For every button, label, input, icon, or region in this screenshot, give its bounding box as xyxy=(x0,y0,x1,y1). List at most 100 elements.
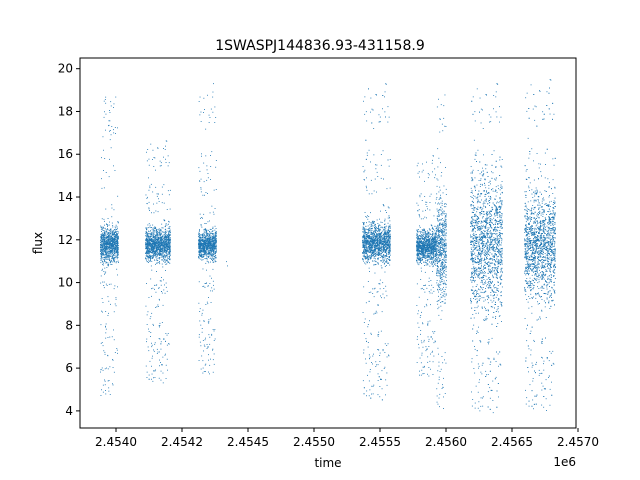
data-point xyxy=(108,256,110,257)
data-point xyxy=(151,344,153,346)
data-point xyxy=(112,256,114,258)
data-point xyxy=(115,248,116,250)
data-point xyxy=(153,250,155,252)
data-point xyxy=(163,254,165,256)
data-point xyxy=(113,239,115,241)
data-point xyxy=(101,246,103,248)
data-point xyxy=(203,256,204,258)
data-point xyxy=(207,237,209,239)
data-point xyxy=(158,246,160,248)
data-point xyxy=(150,259,151,261)
data-point xyxy=(115,298,117,300)
data-point xyxy=(101,187,103,189)
data-point xyxy=(370,237,371,239)
data-point xyxy=(147,243,149,244)
data-point xyxy=(113,339,115,341)
data-point xyxy=(106,242,108,244)
data-point xyxy=(210,244,212,246)
data-point xyxy=(379,243,380,245)
data-point xyxy=(203,242,204,244)
data-point xyxy=(369,235,370,237)
data-point xyxy=(207,250,209,252)
data-point xyxy=(206,252,208,254)
data-point xyxy=(204,252,205,254)
data-point xyxy=(209,232,211,234)
data-point xyxy=(109,238,111,240)
data-point xyxy=(160,250,161,252)
data-point xyxy=(105,229,107,231)
data-point xyxy=(203,242,205,243)
data-point xyxy=(116,244,118,246)
data-point xyxy=(201,253,203,255)
data-point xyxy=(104,237,106,239)
data-point xyxy=(116,348,118,349)
data-point xyxy=(156,249,158,251)
data-point xyxy=(379,246,380,248)
data-point xyxy=(164,246,166,248)
data-point xyxy=(385,244,387,246)
data-point xyxy=(212,260,213,262)
data-point xyxy=(376,252,378,254)
data-point xyxy=(107,252,109,254)
data-point xyxy=(104,267,106,269)
data-point xyxy=(161,202,163,204)
data-point xyxy=(148,244,150,246)
data-point xyxy=(103,254,105,256)
data-point xyxy=(116,237,118,239)
data-point xyxy=(112,226,114,228)
data-point xyxy=(105,233,107,235)
data-point xyxy=(104,233,106,235)
data-point xyxy=(162,243,164,245)
data-point xyxy=(116,241,118,243)
data-point xyxy=(212,111,214,113)
data-point xyxy=(163,237,165,239)
data-point xyxy=(377,241,379,243)
data-point xyxy=(365,263,367,265)
data-point xyxy=(159,160,161,162)
data-point xyxy=(114,226,116,228)
data-point xyxy=(388,236,390,238)
data-point xyxy=(154,240,156,242)
data-point xyxy=(381,241,383,243)
data-point xyxy=(385,233,387,235)
data-point xyxy=(215,231,217,233)
data-point xyxy=(112,242,114,244)
data-point xyxy=(113,234,114,236)
data-point xyxy=(100,255,102,257)
data-point xyxy=(158,257,160,259)
data-point xyxy=(102,245,104,247)
data-point xyxy=(149,243,150,245)
data-point xyxy=(102,229,104,231)
data-point xyxy=(153,242,155,243)
data-point xyxy=(116,231,117,233)
data-point xyxy=(113,236,115,238)
data-point xyxy=(159,261,160,263)
data-point xyxy=(362,239,363,241)
data-point xyxy=(214,246,216,248)
data-point xyxy=(148,158,150,160)
data-point xyxy=(162,255,163,257)
data-point xyxy=(108,255,110,257)
data-point xyxy=(153,350,155,352)
data-point xyxy=(198,239,200,241)
data-point xyxy=(382,240,384,242)
data-point xyxy=(378,243,380,245)
data-point xyxy=(161,239,163,241)
data-point xyxy=(389,243,390,245)
data-point xyxy=(153,246,155,248)
data-point xyxy=(102,302,104,303)
data-point xyxy=(151,251,153,252)
data-point xyxy=(114,127,116,128)
data-point xyxy=(168,233,169,235)
data-point xyxy=(108,236,110,237)
data-point xyxy=(150,256,152,258)
data-point xyxy=(107,248,109,250)
data-point xyxy=(158,377,160,379)
data-point xyxy=(211,151,213,153)
data-point xyxy=(200,238,202,240)
data-point xyxy=(210,302,212,303)
data-point xyxy=(214,261,216,263)
data-point xyxy=(208,243,209,244)
data-point xyxy=(146,243,147,245)
data-point xyxy=(202,243,203,244)
